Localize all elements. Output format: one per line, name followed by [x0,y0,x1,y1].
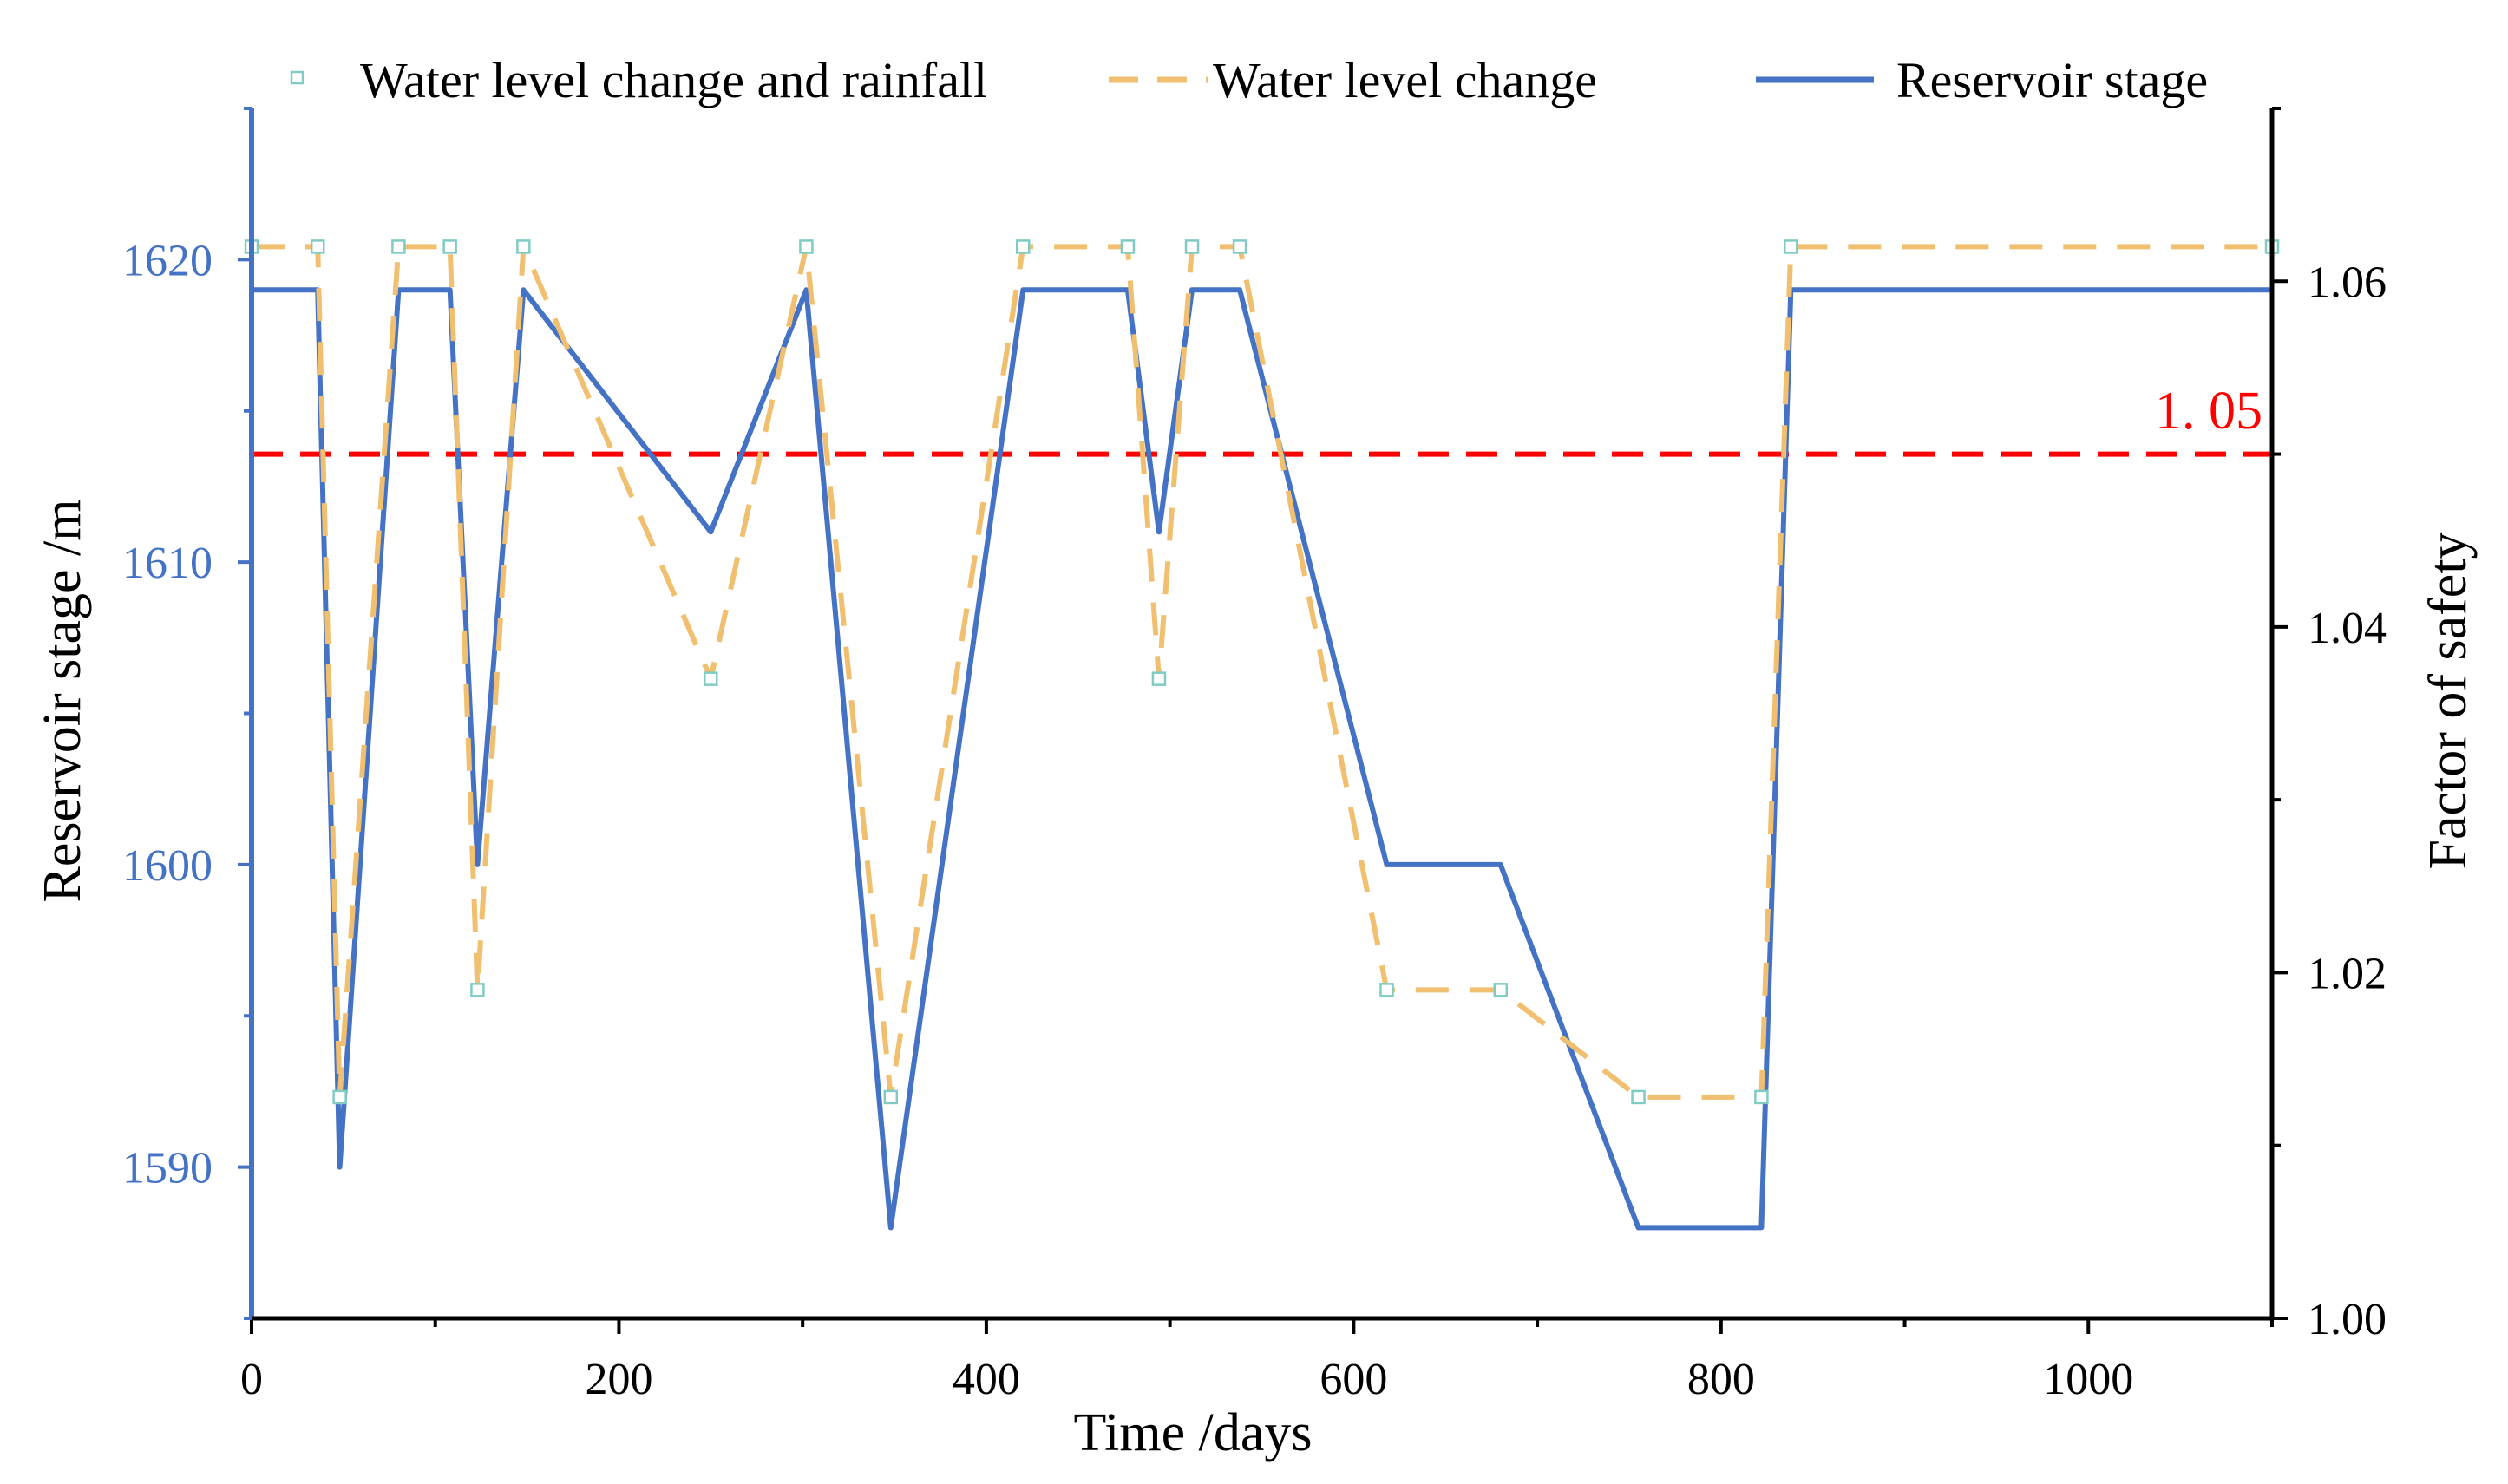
data-point-rainfall [1493,983,1508,997]
left-tick-label: 1590 [122,1144,213,1193]
legend-label-water-level: Water level change [1213,52,1597,108]
x-tick-label: 400 [953,1355,1020,1404]
data-point-rainfall [1379,983,1394,997]
right-axis-title: Factor of safety [2419,532,2478,869]
data-point-rainfall [1151,671,1167,686]
x-axis-title: Time /days [1073,1403,1312,1462]
left-tick-label: 1620 [122,236,213,285]
legend-marker-rainfall [290,70,304,85]
right-tick-label: 1.02 [2308,949,2387,998]
data-point-rainfall [883,1089,899,1105]
data-point-rainfall [1631,1089,1646,1105]
data-point-rainfall [704,671,718,686]
left-tick-label: 1610 [122,539,213,588]
data-point-rainfall [1184,239,1200,254]
legend-label-rainfall: Water level change and rainfall [360,52,987,108]
x-tick-label: 800 [1687,1355,1755,1404]
data-point-rainfall [310,239,325,254]
right-tick-label: 1.06 [2308,258,2387,307]
data-point-rainfall [1120,239,1136,254]
data-point-rainfall [332,1089,347,1105]
data-point-rainfall [1784,239,1798,254]
plot-area [244,239,2280,1231]
data-point-rainfall [1232,239,1247,254]
x-tick-label: 200 [585,1355,652,1404]
data-point-rainfall [1754,1089,1769,1105]
data-point-rainfall [1016,239,1031,254]
data-point-rainfall [516,239,531,254]
x-tick-label: 600 [1319,1355,1387,1404]
series-line-reservoir-stage [252,287,2272,1231]
legend: Water level change and rainfall Water le… [290,52,2208,108]
data-point-rainfall [470,983,485,997]
right-tick-label: 1.00 [2308,1295,2387,1344]
left-axis-ticks: 1590 1600 1610 1620 [122,107,252,1320]
legend-label-reservoir: Reservoir stage [1896,52,2208,108]
right-tick-label: 1.04 [2308,604,2387,653]
data-point-rainfall [442,239,457,254]
x-tick-label: 0 [240,1355,263,1404]
x-axis-ticks: 0 200 400 600 800 1000 [240,1318,2274,1404]
data-point-rainfall [391,239,406,254]
left-axis-title: Reservoir stage /m [33,500,92,903]
reference-line-label: 1. 05 [2155,382,2262,441]
right-axis-ticks: 1.00 1.02 1.04 1.06 [2272,107,2387,1344]
data-point-rainfall [799,239,814,254]
left-tick-label: 1600 [122,841,213,891]
x-tick-label: 1000 [2043,1355,2133,1404]
